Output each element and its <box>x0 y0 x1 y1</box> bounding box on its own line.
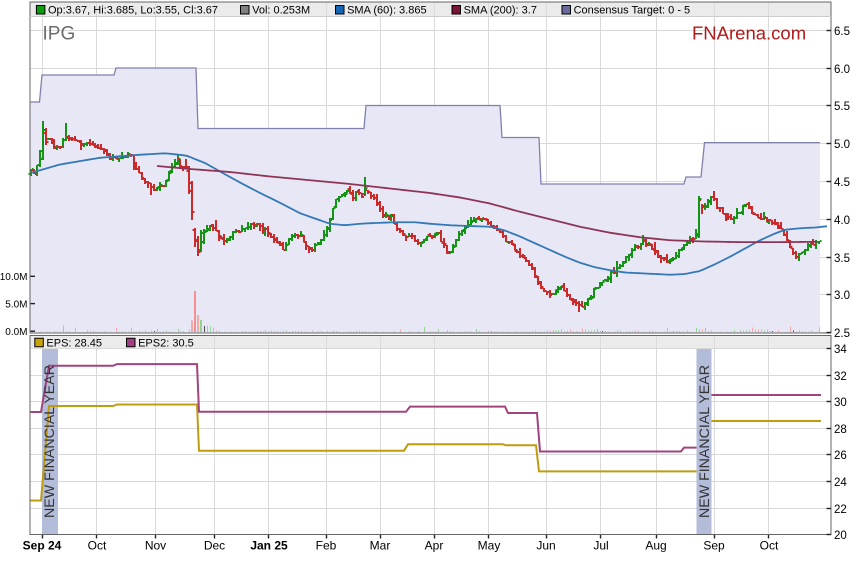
svg-text:Sep: Sep <box>703 539 725 553</box>
svg-text:5.0M: 5.0M <box>5 299 27 310</box>
svg-text:EPS2: 30.5: EPS2: 30.5 <box>138 337 194 349</box>
svg-text:SMA (60): 3.865: SMA (60): 3.865 <box>347 5 427 17</box>
svg-text:Consensus Target: 0 - 5: Consensus Target: 0 - 5 <box>574 5 691 17</box>
svg-text:5.5: 5.5 <box>834 101 850 113</box>
svg-text:Oct: Oct <box>760 539 779 553</box>
svg-text:FNArena.com: FNArena.com <box>692 23 806 44</box>
svg-text:4.5: 4.5 <box>834 177 850 189</box>
svg-text:IPG: IPG <box>43 24 76 45</box>
svg-text:0.0M: 0.0M <box>5 327 27 338</box>
svg-text:Jan 25: Jan 25 <box>250 539 288 553</box>
svg-text:NEW FINANCIAL YEAR: NEW FINANCIAL YEAR <box>42 365 58 518</box>
svg-text:3.5: 3.5 <box>834 253 850 265</box>
svg-text:May: May <box>478 539 501 553</box>
svg-text:Mar: Mar <box>370 539 391 553</box>
svg-text:Oct: Oct <box>88 539 107 553</box>
svg-text:3.0: 3.0 <box>834 290 850 302</box>
svg-text:24: 24 <box>834 477 847 489</box>
svg-text:20: 20 <box>834 530 847 542</box>
svg-text:Dec: Dec <box>204 539 225 553</box>
svg-text:6.0: 6.0 <box>834 64 850 76</box>
svg-text:4.0: 4.0 <box>834 215 850 227</box>
svg-text:Sep 24: Sep 24 <box>23 539 62 553</box>
svg-text:32: 32 <box>834 371 847 383</box>
svg-text:Op:3.67, Hi:3.685, Lo:3.55, Cl: Op:3.67, Hi:3.685, Lo:3.55, Cl:3.67 <box>48 5 218 17</box>
svg-text:Apr: Apr <box>425 539 444 553</box>
svg-text:5.0: 5.0 <box>834 139 850 151</box>
svg-text:Jul: Jul <box>593 539 608 553</box>
svg-text:30: 30 <box>834 397 847 409</box>
svg-text:28: 28 <box>834 424 847 436</box>
svg-text:26: 26 <box>834 450 847 462</box>
svg-text:Jun: Jun <box>536 539 555 553</box>
svg-text:NEW FINANCIAL YEAR: NEW FINANCIAL YEAR <box>697 365 713 518</box>
svg-text:EPS: 28.45: EPS: 28.45 <box>46 337 102 349</box>
svg-text:34: 34 <box>834 344 847 356</box>
svg-text:Nov: Nov <box>145 539 166 553</box>
svg-text:Feb: Feb <box>316 539 337 553</box>
svg-text:6.5: 6.5 <box>834 26 850 38</box>
svg-text:22: 22 <box>834 504 847 516</box>
svg-text:Aug: Aug <box>645 539 666 553</box>
svg-text:SMA (200): 3.7: SMA (200): 3.7 <box>464 5 537 17</box>
svg-text:Vol: 0.253M: Vol: 0.253M <box>252 5 310 17</box>
svg-text:2.5: 2.5 <box>834 328 850 340</box>
svg-text:10.0M: 10.0M <box>0 272 28 283</box>
